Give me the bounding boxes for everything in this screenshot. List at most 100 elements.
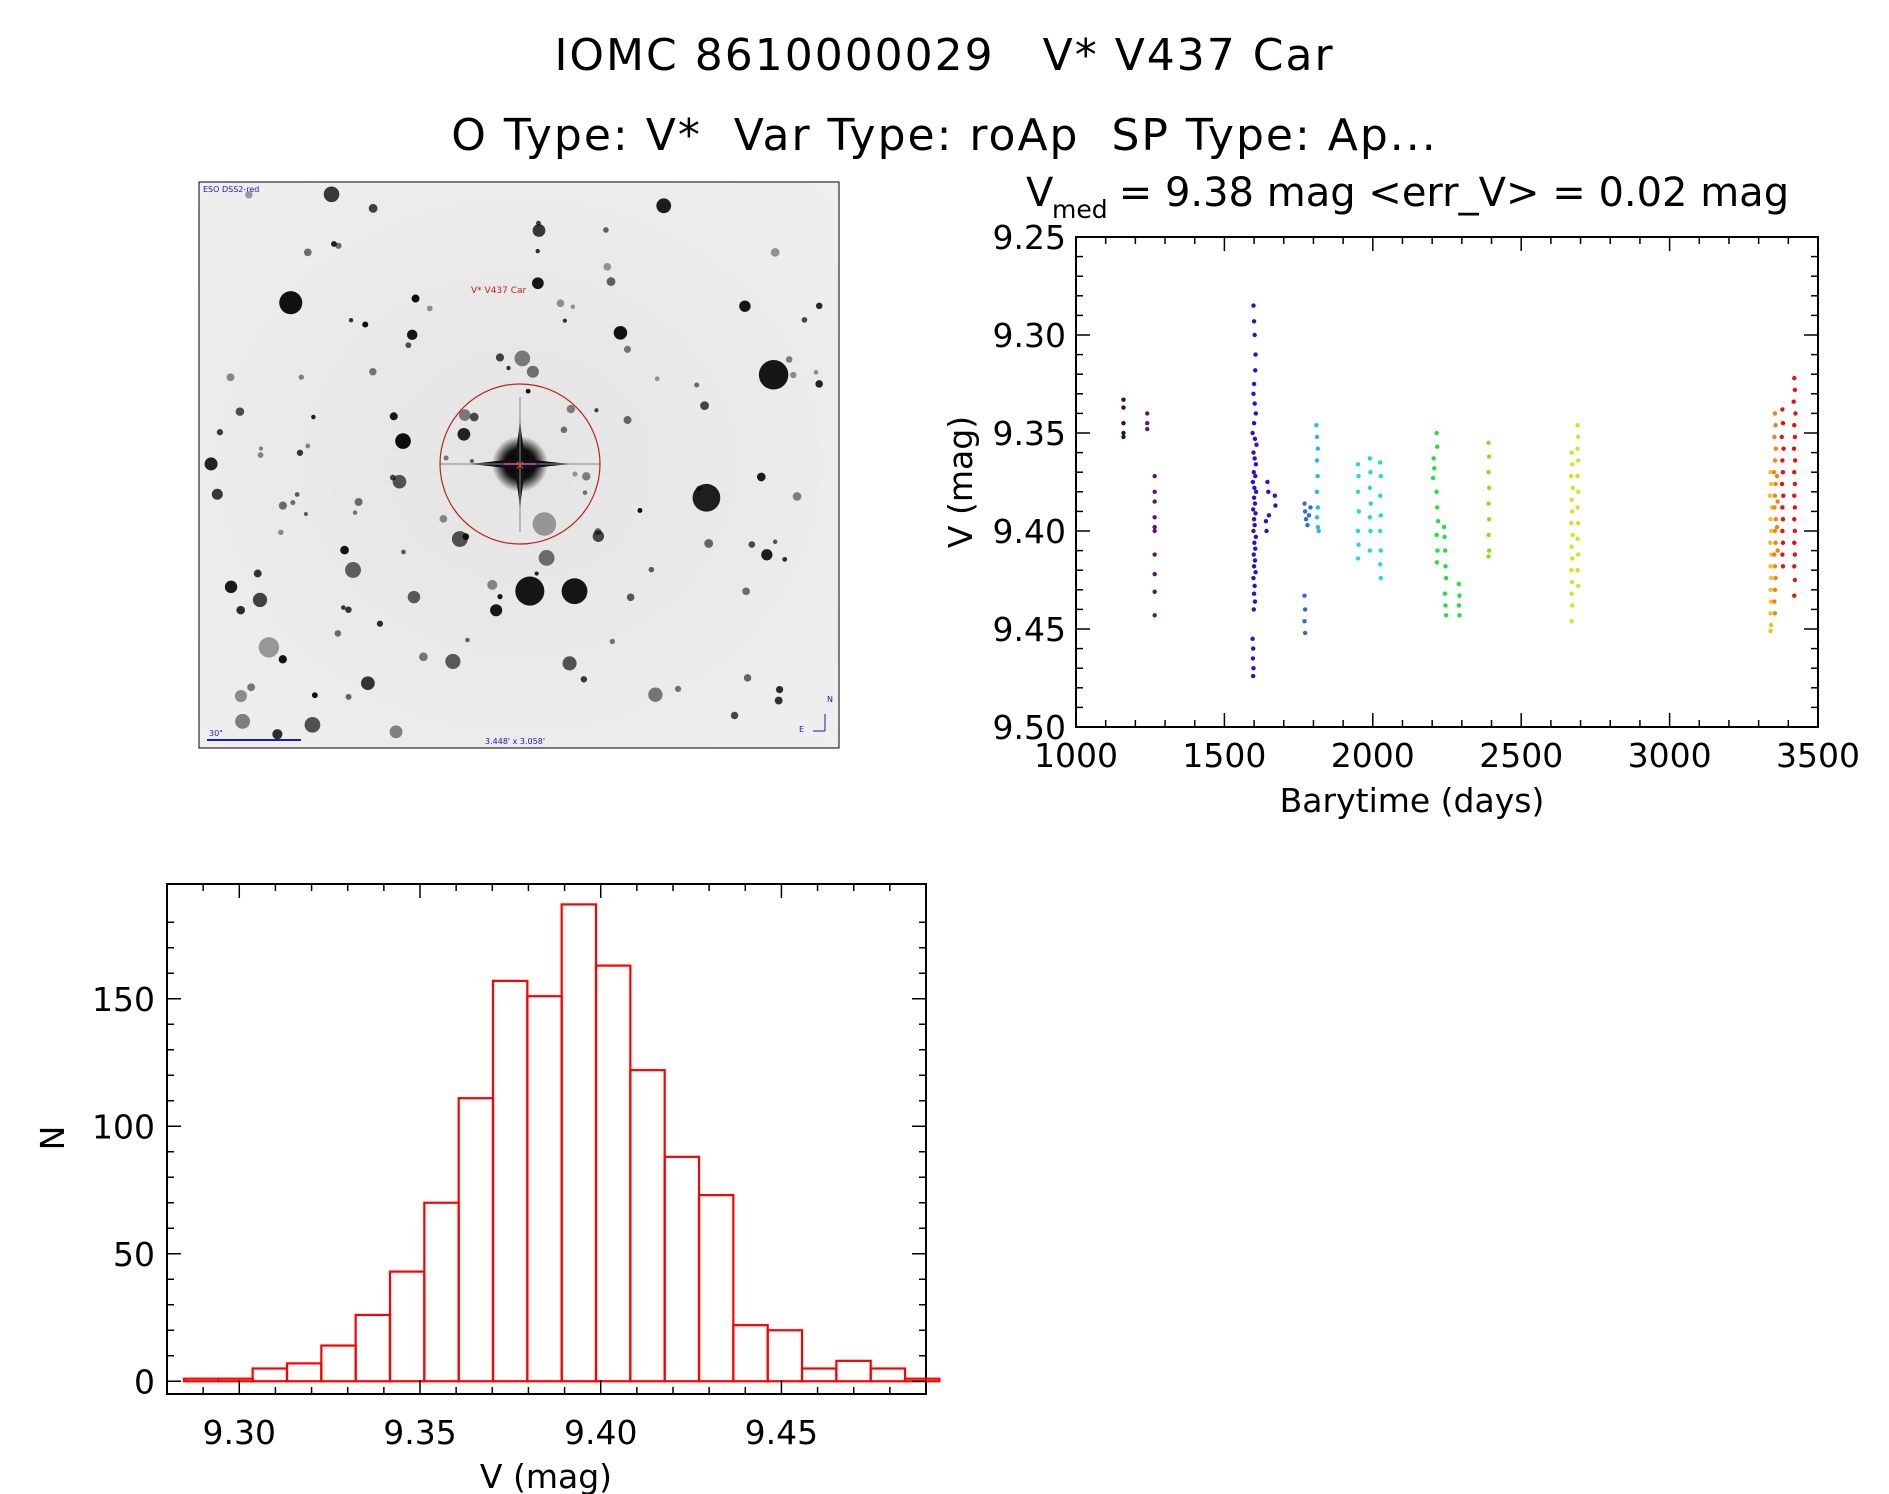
data-point [1486, 548, 1492, 553]
y-tick-label: 9.30 [993, 316, 1066, 355]
data-point [1356, 542, 1361, 547]
star [405, 342, 412, 349]
data-point [1792, 517, 1797, 522]
data-point [1768, 517, 1773, 522]
data-point [1250, 656, 1256, 661]
data-point [1314, 422, 1319, 428]
star [278, 655, 287, 664]
data-point [1378, 460, 1383, 465]
data-point [1792, 493, 1797, 498]
data-point [1768, 575, 1774, 581]
star [443, 455, 449, 461]
star [236, 605, 246, 615]
data-point [1569, 497, 1574, 502]
data-point [1569, 618, 1574, 624]
x-tick-label: 2000 [1331, 736, 1415, 775]
data-point [1575, 568, 1580, 573]
data-point [1792, 387, 1798, 393]
histogram-bar [594, 964, 632, 1383]
star [462, 533, 470, 540]
data-point [1251, 470, 1256, 475]
histogram-bar [388, 1270, 426, 1383]
data-point [1443, 603, 1448, 608]
data-point [1772, 411, 1778, 416]
star [296, 449, 304, 456]
data-point [1251, 391, 1256, 396]
star [204, 457, 218, 471]
data-point [1152, 571, 1157, 577]
sky-image-panel: × ESO DSS2-red V* V437 Car 30" 3.448' x … [198, 181, 840, 749]
data-point [1791, 399, 1796, 404]
histogram-bar [423, 1201, 460, 1383]
star [582, 490, 588, 495]
histogram-ylabel: N [33, 1126, 72, 1151]
data-point [1575, 434, 1581, 440]
histogram-xlabel: V (mag) [480, 1457, 612, 1494]
data-point [1457, 613, 1462, 618]
star [376, 620, 384, 627]
data-point [1456, 581, 1462, 587]
star [654, 376, 660, 382]
star [572, 471, 578, 477]
data-point [1430, 475, 1436, 481]
star [560, 426, 568, 434]
data-point [1266, 513, 1272, 518]
x-tick-label: 9.30 [203, 1413, 276, 1452]
compass-e: E [799, 725, 804, 734]
data-point [1486, 517, 1492, 522]
data-point [1768, 587, 1773, 592]
data-point [1434, 430, 1439, 436]
data-point [1251, 381, 1257, 387]
star [497, 593, 503, 600]
data-point [1575, 583, 1581, 589]
histogram-bar [354, 1313, 392, 1383]
series-g11 [1771, 411, 1780, 616]
star [532, 512, 557, 536]
data-point [1378, 528, 1383, 534]
star [345, 561, 361, 578]
light-curve-xlabel: Barytime (days) [1280, 781, 1545, 820]
data-point [1315, 446, 1321, 451]
star [411, 294, 420, 303]
data-point [1773, 446, 1779, 451]
star [761, 549, 773, 561]
data-point [1302, 501, 1307, 506]
histogram-bar [560, 903, 598, 1383]
series-g6 [1355, 456, 1384, 581]
star [748, 541, 756, 548]
data-point [1486, 485, 1492, 491]
data-point [1306, 513, 1312, 518]
sub-title: O Type: V* Var Type: roAp SP Type: Ap... [451, 110, 1438, 161]
data-point [1792, 458, 1798, 463]
data-point [1772, 552, 1777, 557]
star [252, 592, 268, 608]
data-point [1486, 470, 1491, 475]
histogram-frame [166, 883, 927, 1395]
data-point [1251, 319, 1257, 324]
data-point [1575, 552, 1581, 557]
data-point [1779, 481, 1785, 487]
data-point [1434, 489, 1439, 494]
star [582, 472, 591, 481]
histogram-bar [251, 1367, 289, 1383]
star [609, 638, 616, 645]
data-point [1356, 509, 1362, 514]
data-point [1435, 548, 1440, 553]
data-point [1792, 528, 1798, 534]
star [305, 443, 311, 449]
star [352, 510, 358, 515]
star [700, 401, 709, 411]
data-point [1570, 462, 1575, 467]
star [566, 404, 576, 414]
data-point [1570, 532, 1575, 538]
data-point [1768, 540, 1773, 545]
data-point [1792, 422, 1797, 428]
star [457, 427, 471, 441]
data-point [1251, 421, 1257, 426]
data-point [1302, 618, 1307, 624]
star [775, 685, 784, 694]
star [362, 321, 369, 328]
star [648, 566, 655, 573]
data-point [1253, 462, 1259, 467]
